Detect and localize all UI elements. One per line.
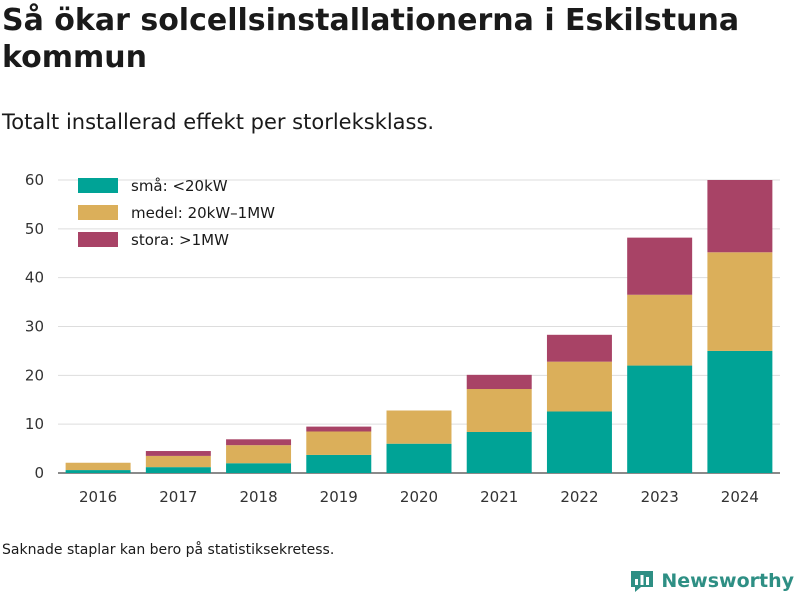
x-tick-label: 2016: [79, 488, 117, 506]
bar-segment: [466, 431, 532, 473]
legend-swatch: [78, 232, 118, 247]
y-tick-label: 50: [25, 220, 44, 238]
bar-segment: [386, 443, 452, 473]
y-tick-label: 10: [25, 415, 44, 433]
x-tick-label: 2022: [560, 488, 598, 506]
bar-segment: [627, 237, 693, 295]
bar-segment: [707, 252, 773, 351]
x-tick-label: 2019: [320, 488, 358, 506]
brand-name: Newsworthy: [661, 570, 794, 592]
legend-swatch: [78, 178, 118, 193]
y-tick-label: 30: [25, 318, 44, 336]
y-axis-ticks: 0 10 20 30 40 50 60: [25, 171, 44, 482]
footnote: Saknade staplar kan bero på statistiksek…: [2, 542, 335, 558]
legend-label: stora: >1MW: [131, 231, 229, 249]
legend-label: små: <20kW: [131, 177, 228, 195]
legend: små: <20kW medel: 20kW–1MW stora: >1MW: [78, 177, 275, 249]
bar-segment: [226, 445, 292, 464]
chart-subtitle: Totalt installerad effekt per storlekskl…: [2, 110, 435, 134]
bar-segment: [306, 431, 372, 455]
bar-segment: [466, 389, 532, 432]
bar-segment: [145, 451, 211, 456]
x-tick-label: 2017: [159, 488, 197, 506]
bar-segment: [627, 294, 693, 366]
bar-segment: [707, 350, 773, 473]
bar-segment: [546, 361, 612, 412]
bar-segment: [707, 180, 773, 253]
bar-segment: [627, 365, 693, 473]
bar-segment: [226, 463, 292, 473]
y-tick-label: 20: [25, 366, 44, 384]
bar-segment: [65, 470, 131, 473]
chart-title: Så ökar solcellsinstallationerna i Eskil…: [2, 3, 740, 75]
y-tick-label: 0: [34, 464, 44, 482]
y-tick-label: 60: [25, 171, 44, 189]
bar-segment: [386, 410, 452, 444]
bar-segment: [145, 455, 211, 468]
x-tick-label: 2023: [641, 488, 679, 506]
legend-swatch: [78, 205, 118, 220]
brand-logo: Newsworthy: [629, 568, 794, 594]
x-tick-label: 2021: [480, 488, 518, 506]
y-tick-label: 40: [25, 269, 44, 287]
bar-segment: [546, 334, 612, 362]
legend-label: medel: 20kW–1MW: [131, 204, 275, 222]
x-tick-label: 2018: [239, 488, 277, 506]
x-tick-label: 2020: [400, 488, 438, 506]
bar-segment: [306, 454, 372, 473]
bar-segment: [65, 462, 131, 471]
bars: [65, 180, 773, 473]
x-axis-ticks: 2016 2017 2018 2019 2020 2021 2022 2023 2024: [79, 488, 759, 506]
x-tick-label: 2024: [721, 488, 759, 506]
bar-segment: [145, 467, 211, 473]
bar-segment: [306, 426, 372, 432]
bar-segment: [226, 439, 292, 446]
bar-segment: [466, 374, 532, 390]
bar-chart-logo-icon: [631, 571, 654, 592]
bar-segment: [546, 411, 612, 473]
